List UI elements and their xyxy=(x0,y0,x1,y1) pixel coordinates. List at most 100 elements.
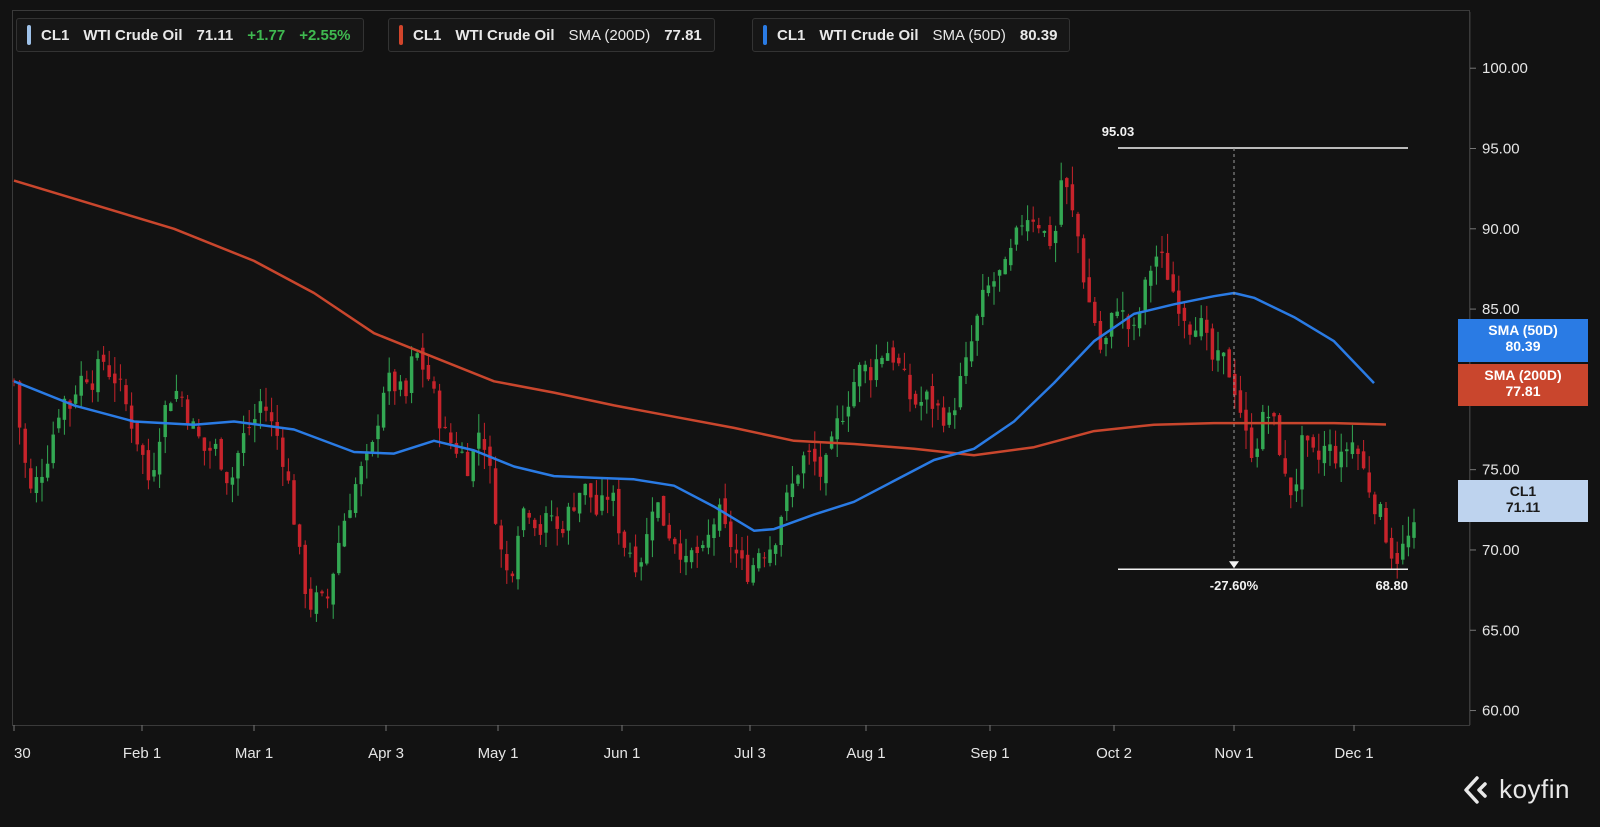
candle-down xyxy=(1177,275,1181,327)
candle-up xyxy=(656,501,660,522)
candle-body xyxy=(135,422,139,445)
candle-up xyxy=(639,557,643,581)
candle-body xyxy=(701,545,705,549)
candle-down xyxy=(572,492,576,512)
candle-body xyxy=(1322,445,1327,464)
candle-body xyxy=(1031,219,1035,222)
candle-body xyxy=(1345,449,1349,452)
x-tick-label: Apr 3 xyxy=(368,745,404,762)
candle-body xyxy=(729,521,733,548)
candle-down xyxy=(1356,445,1360,470)
candle-up xyxy=(773,543,778,566)
candle-body xyxy=(1171,274,1175,292)
candle-up xyxy=(348,493,352,519)
candle-body xyxy=(1328,444,1332,451)
candle-body xyxy=(964,357,968,376)
candle-down xyxy=(908,363,912,412)
candle-up xyxy=(1401,525,1405,565)
legend-sma200[interactable]: CL1 WTI Crude Oil SMA (200D) 77.81 xyxy=(388,18,715,52)
candle-body xyxy=(421,347,425,370)
candle-body xyxy=(947,412,951,425)
candle-body xyxy=(633,546,638,573)
legend-sma200-indicator: SMA (200D) xyxy=(568,26,651,44)
candle-body xyxy=(521,508,526,531)
candle-body xyxy=(650,511,655,541)
candle-down xyxy=(1277,413,1282,457)
candle-down xyxy=(107,350,111,380)
candle-body xyxy=(1373,494,1377,515)
candle-down xyxy=(1367,456,1371,498)
candle-up xyxy=(1199,305,1203,341)
candle-body xyxy=(197,426,201,437)
candle-body xyxy=(129,405,134,429)
candle-down xyxy=(527,510,531,524)
candle-down xyxy=(813,431,817,476)
candle-down xyxy=(1065,176,1069,205)
candle-body xyxy=(1081,238,1086,283)
x-tick-label: Jun 1 xyxy=(604,745,641,762)
candle-body xyxy=(544,513,548,533)
candle-up xyxy=(969,325,974,367)
candle-down xyxy=(930,373,935,428)
candle-up xyxy=(1328,429,1332,466)
candle-body xyxy=(146,450,151,481)
candle-down xyxy=(633,534,638,578)
candle-body xyxy=(1143,279,1147,311)
sma200-axis-tag-label: SMA (200D) xyxy=(1484,367,1562,383)
candle-down xyxy=(286,458,291,484)
candle-down xyxy=(1227,347,1231,378)
candle-body xyxy=(869,367,873,381)
candle-body xyxy=(124,385,128,405)
high-label: 95.03 xyxy=(1102,124,1135,139)
candle-up xyxy=(1322,430,1327,476)
candle-body xyxy=(1042,230,1047,233)
candle-body xyxy=(925,391,929,400)
candle-body xyxy=(1126,315,1131,330)
candle-body xyxy=(941,407,946,426)
legend-sma50-swatch xyxy=(763,25,767,45)
candle-up xyxy=(1025,205,1030,241)
candle-down xyxy=(673,536,677,554)
candle-down xyxy=(325,588,330,609)
candle-down xyxy=(90,370,95,403)
price-axis-tag-label: CL1 xyxy=(1509,483,1537,499)
candle-down xyxy=(1171,261,1175,293)
candle-body xyxy=(1272,413,1276,417)
legend-price[interactable]: CL1 WTI Crude Oil 71.11 +1.77 +2.55% xyxy=(16,18,364,52)
candle-down xyxy=(219,437,223,471)
candle-body xyxy=(555,516,559,529)
candle-body xyxy=(1401,543,1405,560)
candle-body xyxy=(734,549,739,554)
candle-down xyxy=(320,589,324,597)
candle-up xyxy=(1154,245,1159,285)
candle-down xyxy=(1311,434,1315,453)
y-tick-label: 95.00 xyxy=(1482,140,1520,157)
candle-up xyxy=(477,414,481,466)
candle-down xyxy=(762,552,767,568)
candle-body xyxy=(1188,324,1192,335)
candle-up xyxy=(611,485,615,517)
candle-body xyxy=(1255,448,1259,457)
candle-up xyxy=(516,526,520,590)
candle-body xyxy=(1165,252,1170,280)
candle-down xyxy=(538,515,543,545)
candle-body xyxy=(678,543,683,560)
legend-sma50[interactable]: CL1 WTI Crude Oil SMA (50D) 80.39 xyxy=(752,18,1071,52)
candle-body xyxy=(577,492,582,514)
candle-down xyxy=(1289,477,1293,509)
candle-body xyxy=(969,341,974,362)
candle-body xyxy=(801,455,806,474)
candle-body xyxy=(667,524,671,539)
candle-body xyxy=(281,437,285,467)
koyfin-logo-text: koyfin xyxy=(1499,774,1570,804)
candle-body xyxy=(1367,472,1371,493)
measure-arrow xyxy=(1229,561,1239,569)
candle-up xyxy=(174,374,179,402)
candle-body xyxy=(639,562,643,567)
candle-body xyxy=(398,381,403,390)
candle-down xyxy=(309,577,313,618)
candle-up xyxy=(712,518,716,556)
candle-body xyxy=(454,442,459,454)
candle-up xyxy=(751,557,755,586)
